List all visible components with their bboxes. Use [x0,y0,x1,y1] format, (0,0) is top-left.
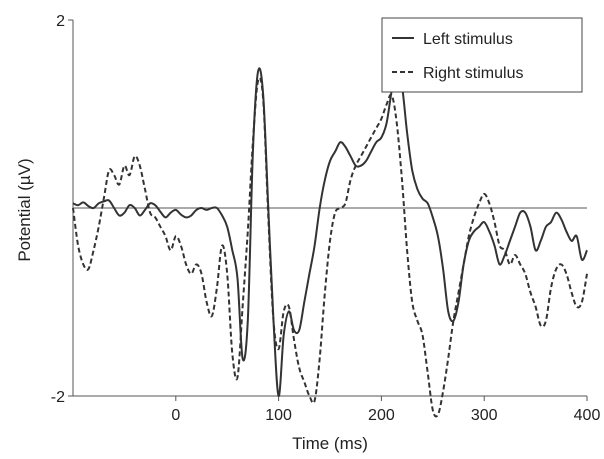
y-tick-label: -2 [51,389,65,406]
x-tick-label: 400 [574,407,601,424]
y-axis-ticks: -2 2 [51,13,73,406]
series-line-left-stimulus [72,66,588,398]
y-axis-label: Potential (µV) [15,158,34,261]
x-axis-ticks: 0 100 200 300 400 [171,396,600,424]
legend: Left stimulus Right stimulus [381,17,583,93]
legend-label-left: Left stimulus [423,31,513,48]
series-line-right-stimulus [72,76,588,418]
series-layer [72,66,588,418]
legend-label-right: Right stimulus [423,65,523,82]
x-axis-label: Time (ms) [292,434,368,453]
x-tick-label: 100 [265,407,292,424]
y-tick-label: 2 [56,13,65,30]
legend-box [381,17,583,93]
x-tick-label: 0 [171,407,180,424]
x-tick-label: 300 [471,407,498,424]
x-tick-label: 200 [368,407,395,424]
